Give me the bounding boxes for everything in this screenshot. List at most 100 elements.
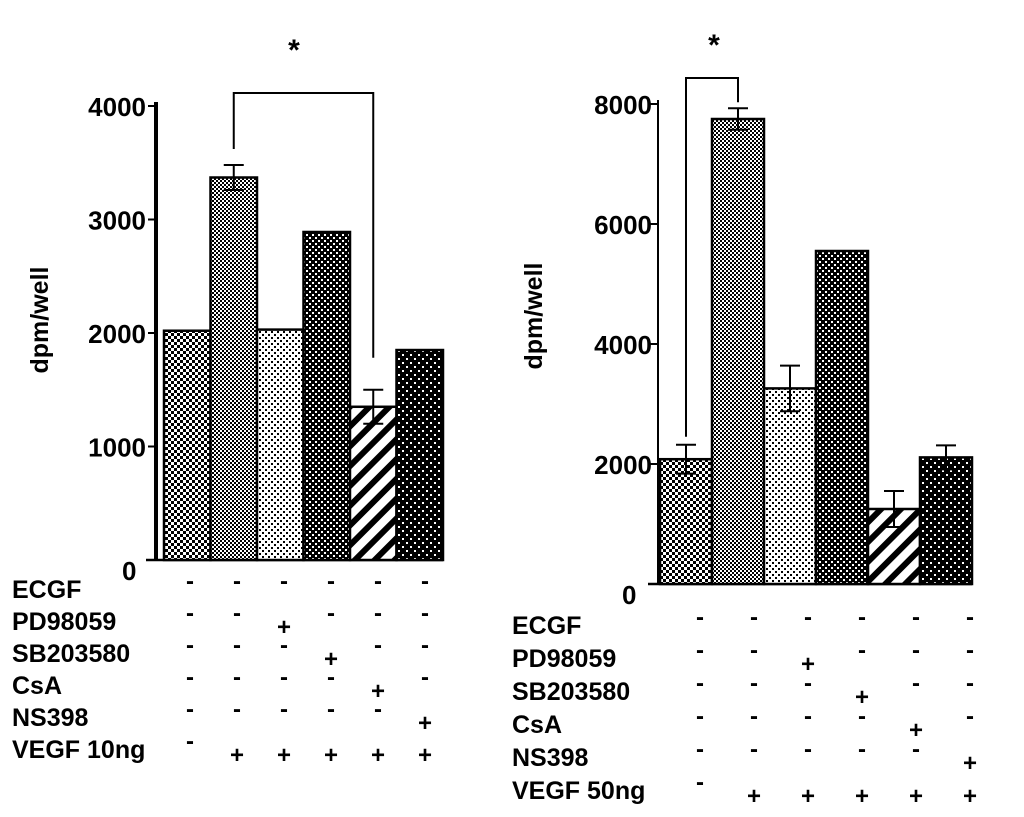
treatment-label: PD98059 [12,608,116,636]
treatment-sign: - [186,632,194,659]
y-tick-label: 2000 [594,450,652,480]
treatment-sign: - [750,604,758,631]
treatment-sign: - [374,600,382,627]
treatment-sign: - [186,600,194,627]
treatment-sign: - [280,568,288,595]
treatment-sign: - [912,670,920,697]
treatment-sign: + [324,742,338,769]
bar [814,249,870,586]
treatment-sign: - [233,632,241,659]
treatment-sign: - [421,568,429,595]
treatment-sign: + [371,742,385,769]
treatment-sign: - [750,637,758,664]
treatment-sign: - [912,604,920,631]
treatment-sign: + [324,646,338,673]
treatment-sign: - [696,604,704,631]
y-tick-label: 6000 [594,210,652,240]
treatment-label: NS398 [512,744,589,772]
bar [710,117,766,586]
treatment-sign: - [233,600,241,627]
treatment-sign: - [804,703,812,730]
treatment-sign: + [371,678,385,705]
treatment-label: VEGF 10ng [12,736,145,764]
bar [395,348,445,562]
panel-left: 0 1000 2000 3000 4000 dpm/well * ECGF - - - - - - PD98… [12,34,445,769]
treatment-sign: - [912,637,920,664]
treatment-sign: + [855,684,869,711]
treatment-sign: + [418,710,432,737]
treatment-sign: + [909,783,923,810]
treatment-label: VEGF 50ng [512,777,645,805]
treatment-sign: - [374,696,382,723]
treatment-sign: - [280,664,288,691]
treatment-label: CsA [512,711,562,739]
bar [348,405,398,562]
treatment-sign: - [421,664,429,691]
treatment-sign: + [277,742,291,769]
treatment-sign: + [801,651,815,678]
treatment-sign: + [963,750,977,777]
treatment-label: CsA [12,672,62,700]
treatment-sign: - [233,568,241,595]
y-tick-label: 0 [622,580,636,610]
treatment-sign: + [963,783,977,810]
treatment-sign: - [750,736,758,763]
treatment-sign: - [912,736,920,763]
y-tick-label: 3000 [88,206,146,236]
treatment-sign: - [421,600,429,627]
significance-star: * [288,34,300,67]
treatment-sign: - [858,736,866,763]
treatment-sign: - [858,637,866,664]
treatment-sign: - [233,664,241,691]
treatment-label: NS398 [12,704,89,732]
treatment-sign: - [966,604,974,631]
bar [658,457,714,586]
y-tick-label: 2000 [88,319,146,349]
treatment-sign: - [966,670,974,697]
treatment-sign: - [966,703,974,730]
treatment-sign: + [855,783,869,810]
treatment-sign: - [186,664,194,691]
treatment-sign: + [230,742,244,769]
treatment-sign: - [280,696,288,723]
significance-bracket [232,92,375,358]
treatment-sign: + [418,742,432,769]
treatment-sign: - [327,568,335,595]
y-axis-label: dpm/well [26,267,54,374]
treatment-sign: - [327,600,335,627]
treatment-sign: + [747,783,761,810]
treatment-sign: - [280,632,288,659]
treatment-sign: - [186,568,194,595]
treatment-sign: - [233,696,241,723]
significance-bracket [685,77,739,437]
treatment-sign: - [421,632,429,659]
y-tick-label: 0 [122,556,136,586]
bar [302,230,352,562]
y-tick-label: 8000 [594,90,652,120]
y-axis-label: dpm/well [520,263,548,370]
treatment-sign: + [801,783,815,810]
treatment-sign: - [804,736,812,763]
treatment-label: SB203580 [512,678,630,706]
treatment-label: ECGF [512,612,581,640]
bar [918,456,974,586]
treatment-sign: - [186,696,194,723]
treatment-sign: - [804,670,812,697]
y-tick-label: 4000 [594,330,652,360]
treatment-sign: + [909,717,923,744]
treatment-sign: - [696,670,704,697]
treatment-sign: - [804,604,812,631]
treatment-sign: - [858,604,866,631]
bar [762,387,818,586]
treatment-sign: - [327,696,335,723]
treatment-label: SB203580 [12,640,130,668]
treatment-sign: - [374,568,382,595]
treatment-label: PD98059 [512,645,616,673]
y-tick-label: 1000 [88,433,146,463]
treatment-sign: - [327,664,335,691]
bar [255,328,305,562]
treatment-sign: - [858,703,866,730]
treatment-sign: - [696,736,704,763]
treatment-sign: + [277,614,291,641]
